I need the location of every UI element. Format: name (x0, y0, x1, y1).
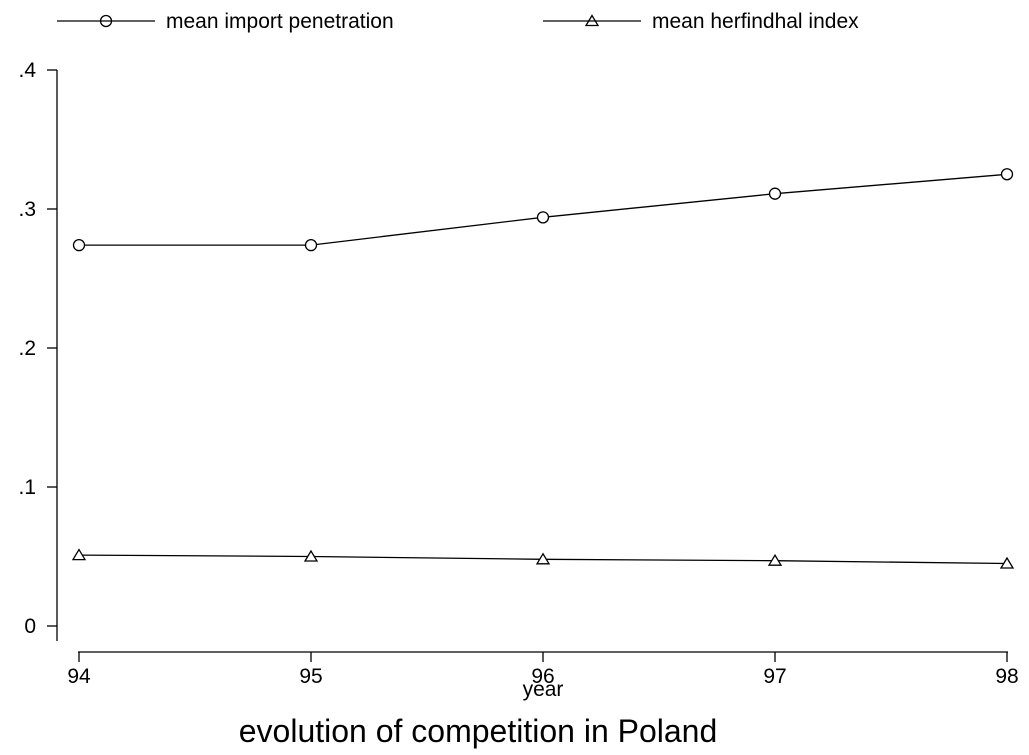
data-point-triangle (303, 549, 319, 562)
series-line-0 (79, 173, 1008, 246)
legend-marker-triangle (584, 14, 600, 27)
legend-marker-circle (99, 14, 113, 28)
legend-item-import-penetration: mean import penetration (57, 10, 394, 33)
chart-title: evolution of competition in Poland (239, 713, 718, 749)
y-tick-label: .4 (18, 59, 36, 82)
x-tick-label: 98 (995, 665, 1018, 688)
series-layer (71, 168, 1015, 569)
y-tick-label: .3 (18, 198, 36, 221)
data-point-circle (304, 238, 318, 252)
x-tick-label: 94 (67, 665, 91, 688)
x-tick-label: 96 (531, 665, 554, 688)
data-point-circle (1000, 168, 1014, 181)
legend-label-herfindhal-index: mean herfindhal index (652, 10, 859, 33)
y-ticks: 0 .1 .2 .3 .4 (18, 59, 57, 638)
x-tick-label: 95 (299, 665, 322, 688)
data-point-triangle (535, 552, 551, 565)
legend: mean import penetration mean herfindhal … (57, 10, 859, 33)
y-tick-label: .1 (18, 476, 36, 499)
legend-label-import-penetration: mean import penetration (166, 10, 394, 33)
data-point-circle (72, 238, 86, 252)
data-point-triangle (999, 556, 1015, 569)
x-ticks: 94 95 96 97 98 (67, 652, 1019, 688)
y-tick-label: 0 (24, 615, 36, 638)
data-point-circle (768, 187, 782, 200)
data-point-triangle (71, 548, 87, 561)
data-point-triangle (767, 553, 783, 566)
legend-item-herfindhal-index: mean herfindhal index (543, 10, 859, 33)
axes (56, 70, 1008, 653)
y-tick-label: .2 (18, 337, 36, 360)
x-axis-title: year (523, 678, 564, 701)
x-tick-label: 97 (763, 665, 786, 688)
data-point-circle (536, 211, 550, 224)
